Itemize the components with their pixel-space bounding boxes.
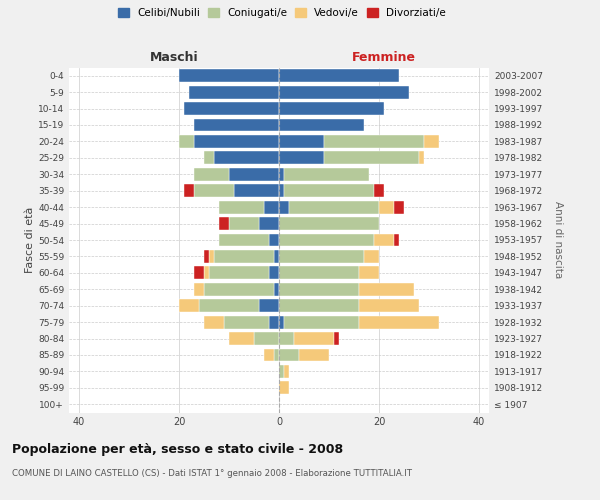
Y-axis label: Anni di nascita: Anni di nascita [553, 202, 563, 278]
Bar [274, 250, 279, 263]
Bar [204, 250, 209, 263]
Bar [279, 168, 284, 180]
Bar [374, 184, 384, 197]
Bar [199, 300, 259, 312]
Bar [229, 168, 279, 180]
Bar [229, 332, 254, 345]
Bar [279, 316, 284, 328]
Legend: Celibi/Nubili, Coniugati/e, Vedovi/e, Divorziati/e: Celibi/Nubili, Coniugati/e, Vedovi/e, Di… [115, 5, 449, 21]
Bar [214, 152, 279, 164]
Bar [269, 234, 279, 246]
Bar [394, 200, 404, 213]
Bar [279, 152, 324, 164]
Bar [279, 135, 324, 148]
Bar [209, 266, 269, 280]
Bar [204, 283, 274, 296]
Bar [194, 118, 279, 132]
Bar [194, 266, 204, 280]
Bar [194, 184, 234, 197]
Bar [279, 283, 359, 296]
Bar [324, 152, 419, 164]
Bar [324, 135, 424, 148]
Bar [394, 234, 399, 246]
Bar [279, 332, 294, 345]
Bar [189, 86, 279, 98]
Bar [209, 250, 214, 263]
Bar [194, 168, 229, 180]
Bar [359, 283, 414, 296]
Bar [269, 316, 279, 328]
Bar [419, 152, 424, 164]
Bar [334, 332, 339, 345]
Bar [179, 300, 199, 312]
Bar [279, 200, 289, 213]
Bar [279, 300, 359, 312]
Bar [184, 184, 194, 197]
Bar [374, 234, 394, 246]
Bar [219, 200, 264, 213]
Bar [254, 332, 279, 345]
Bar [279, 118, 364, 132]
Bar [359, 266, 379, 280]
Bar [284, 365, 289, 378]
Bar [259, 217, 279, 230]
Bar [219, 217, 229, 230]
Bar [279, 382, 289, 394]
Bar [279, 102, 384, 115]
Bar [279, 234, 374, 246]
Bar [289, 200, 379, 213]
Bar [284, 184, 374, 197]
Bar [284, 316, 359, 328]
Bar [424, 135, 439, 148]
Bar [274, 283, 279, 296]
Y-axis label: Fasce di età: Fasce di età [25, 207, 35, 273]
Text: Femmine: Femmine [352, 51, 416, 64]
Bar [279, 266, 359, 280]
Bar [279, 184, 284, 197]
Bar [364, 250, 379, 263]
Bar [269, 266, 279, 280]
Bar [279, 250, 364, 263]
Text: Popolazione per età, sesso e stato civile - 2008: Popolazione per età, sesso e stato civil… [12, 442, 343, 456]
Bar [279, 70, 399, 82]
Bar [264, 200, 279, 213]
Bar [204, 316, 224, 328]
Bar [184, 102, 279, 115]
Bar [284, 168, 369, 180]
Bar [359, 300, 419, 312]
Text: COMUNE DI LAINO CASTELLO (CS) - Dati ISTAT 1° gennaio 2008 - Elaborazione TUTTIT: COMUNE DI LAINO CASTELLO (CS) - Dati IST… [12, 469, 412, 478]
Text: Maschi: Maschi [149, 51, 199, 64]
Bar [194, 135, 279, 148]
Bar [279, 365, 284, 378]
Bar [264, 348, 274, 362]
Bar [279, 86, 409, 98]
Bar [224, 316, 269, 328]
Bar [179, 135, 194, 148]
Bar [259, 300, 279, 312]
Bar [274, 348, 279, 362]
Bar [204, 152, 214, 164]
Bar [359, 316, 439, 328]
Bar [194, 283, 204, 296]
Bar [179, 70, 279, 82]
Bar [219, 234, 269, 246]
Bar [234, 184, 279, 197]
Bar [279, 348, 299, 362]
Bar [294, 332, 334, 345]
Bar [204, 266, 209, 280]
Bar [299, 348, 329, 362]
Bar [229, 217, 259, 230]
Bar [279, 217, 379, 230]
Bar [214, 250, 274, 263]
Bar [379, 200, 394, 213]
